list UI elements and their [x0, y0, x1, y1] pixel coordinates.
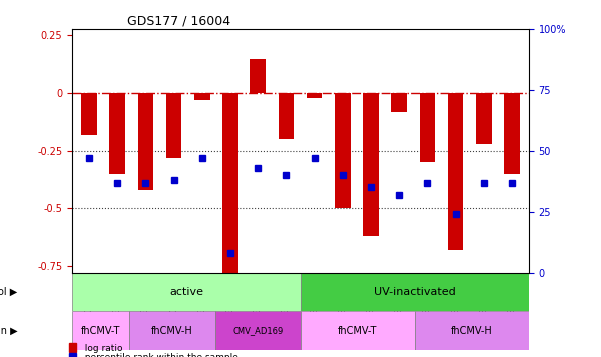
Bar: [222, 93, 238, 273]
Bar: [504, 93, 520, 174]
Bar: [391, 93, 407, 112]
Bar: [448, 93, 463, 250]
Bar: [476, 93, 492, 144]
Bar: [251, 59, 266, 93]
Bar: [279, 93, 294, 139]
Bar: [109, 93, 125, 174]
Text: CMV_AD169: CMV_AD169: [232, 326, 283, 335]
FancyBboxPatch shape: [129, 311, 215, 350]
FancyBboxPatch shape: [415, 311, 529, 350]
Bar: [81, 93, 97, 135]
Bar: [363, 93, 379, 236]
Text: fhCMV-H: fhCMV-H: [151, 326, 193, 336]
Text: UV-inactivated: UV-inactivated: [374, 287, 456, 297]
Bar: [194, 93, 210, 100]
Text: strain ▶: strain ▶: [0, 326, 17, 336]
FancyBboxPatch shape: [215, 311, 300, 350]
FancyBboxPatch shape: [72, 311, 129, 350]
Text: GDS177 / 16004: GDS177 / 16004: [127, 14, 230, 27]
FancyBboxPatch shape: [72, 273, 300, 311]
FancyBboxPatch shape: [300, 273, 529, 311]
Bar: [335, 93, 350, 208]
Bar: [419, 93, 435, 162]
Text: fhCMV-T: fhCMV-T: [81, 326, 120, 336]
Text: fhCMV-H: fhCMV-H: [451, 326, 493, 336]
FancyBboxPatch shape: [300, 311, 415, 350]
Text: percentile rank within the sample: percentile rank within the sample: [79, 352, 238, 357]
Bar: [307, 93, 322, 98]
Bar: [138, 93, 153, 190]
Text: active: active: [169, 287, 203, 297]
Text: fhCMV-T: fhCMV-T: [338, 326, 377, 336]
Text: protocol ▶: protocol ▶: [0, 287, 17, 297]
Bar: [166, 93, 182, 158]
Text: log ratio: log ratio: [79, 343, 123, 353]
